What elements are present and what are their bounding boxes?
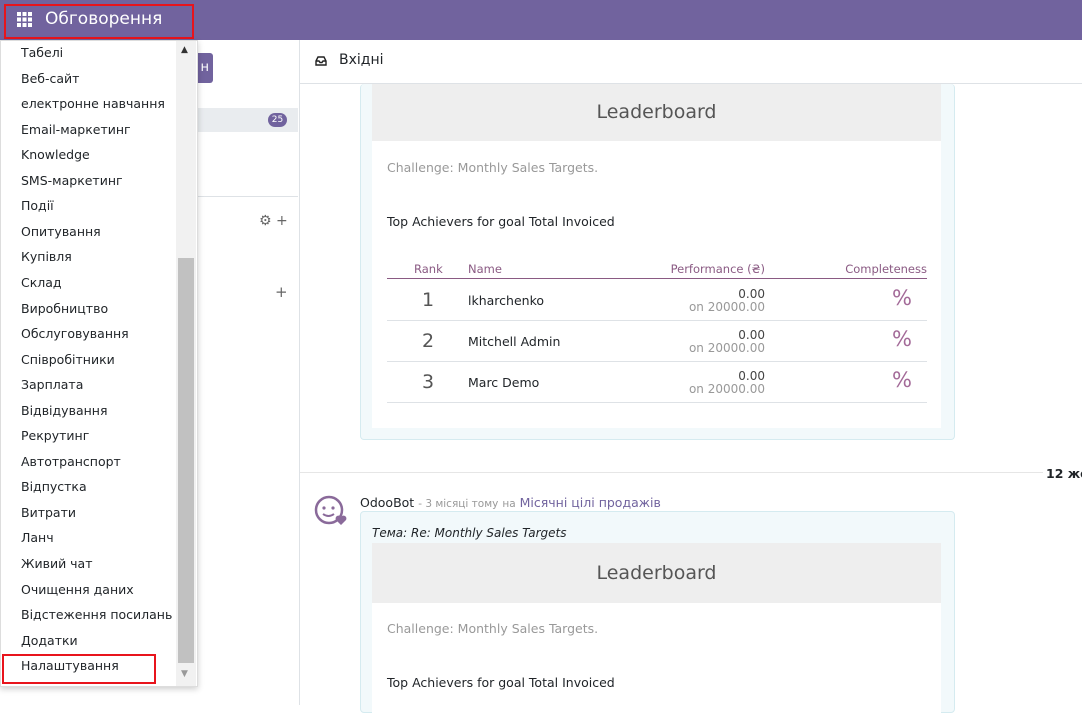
rank: 2 — [422, 330, 435, 352]
challenge: Challenge: Monthly Sales Targets. — [387, 621, 599, 636]
menu-item[interactable]: Відпустка — [21, 479, 87, 495]
menu-item[interactable]: Відстеження посилань — [21, 607, 173, 623]
goal: Top Achievers for goal Total Invoiced — [387, 675, 615, 690]
menu-item[interactable]: Витрати — [21, 504, 76, 520]
counter-badge: 25 — [268, 113, 287, 127]
menu-item[interactable]: Співробітники — [21, 351, 115, 367]
menu-item[interactable]: SMS-маркетинг — [21, 172, 123, 188]
menu-item[interactable]: Опитування — [21, 223, 101, 239]
leaderboard-title: Leaderboard — [372, 543, 941, 603]
menu-item[interactable]: Knowledge — [21, 147, 90, 163]
rank: 1 — [422, 289, 435, 311]
highlight-box — [4, 4, 194, 39]
menu-item[interactable]: електронне навчання — [21, 96, 165, 112]
completeness: % — [892, 286, 912, 310]
column-header: Rank — [414, 262, 443, 276]
date-divider — [300, 472, 1082, 473]
app-menu: ▲ ▼ Табелі Веб-сайт електронне навчання Ema… — [0, 40, 198, 687]
message-meta: OdooBot - 3 місяці тому на Місячні цілі … — [360, 495, 661, 510]
scrollbar-thumb[interactable] — [178, 258, 194, 663]
menu-item[interactable]: Табелі — [21, 45, 64, 60]
menu-item[interactable]: Склад — [21, 274, 62, 290]
menu-item[interactable]: Рекрутинг — [21, 428, 90, 444]
subject: Тема: Re: Monthly Sales Targets — [372, 526, 567, 540]
menu-item[interactable]: Виробництво — [21, 300, 109, 316]
leaderboard-table: Rank Name Performance (₴) Completeness 1 lkha… — [387, 262, 927, 407]
menu-item[interactable]: Email-маркетинг — [21, 121, 131, 137]
inbox-title: Вхідні — [339, 52, 384, 68]
leaderboard: Leaderboard Challenge: Monthly Sales Tar… — [372, 543, 941, 713]
user-name: lkharchenko — [468, 293, 545, 308]
row-line — [387, 361, 927, 362]
menu-item[interactable]: Події — [21, 198, 54, 214]
timestamp: - 3 місяці тому — [418, 498, 499, 510]
performance: 0.00 — [738, 287, 765, 301]
user-name: Mitchell Admin — [468, 334, 561, 349]
menu-item[interactable]: Автотранспорт — [21, 453, 121, 469]
scroll-up[interactable]: ▲ — [181, 45, 188, 55]
record-link[interactable]: Місячні цілі продажів — [519, 495, 661, 510]
completeness: % — [892, 368, 912, 392]
apps-icon[interactable] — [17, 12, 32, 27]
channel-actions[interactable]: ⚙ + — [259, 213, 288, 229]
menu-item[interactable]: Купівля — [21, 249, 72, 265]
inbox-icon — [315, 56, 327, 66]
rank: 3 — [422, 371, 435, 393]
menu-item[interactable]: Очищення даних — [21, 581, 134, 597]
column-header: Performance (₴) — [670, 262, 765, 276]
leaderboard-title: Leaderboard — [372, 84, 941, 141]
highlight-box — [2, 654, 156, 684]
column-header: Completeness — [845, 262, 927, 276]
date-separator: 12 жовтня — [1043, 466, 1082, 481]
row-line — [387, 320, 927, 321]
user-name: Marc Demo — [468, 375, 540, 390]
menu-item[interactable]: Зарплата — [21, 377, 84, 393]
goal: Top Achievers for goal Total Invoiced — [387, 214, 615, 229]
target: on 20000.00 — [688, 300, 765, 314]
menu-item[interactable]: Додатки — [21, 632, 78, 648]
menu-item[interactable]: Відвідування — [21, 402, 108, 418]
challenge: Challenge: Monthly Sales Targets. — [387, 160, 599, 175]
main-header: Вхідні — [300, 40, 1082, 84]
author[interactable]: OdooBot — [360, 495, 415, 510]
performance: 0.00 — [738, 328, 765, 342]
leaderboard: Leaderboard Challenge: Monthly Sales Tar… — [372, 84, 941, 428]
column-header: Name — [468, 262, 502, 276]
menu-item[interactable]: Обслуговування — [21, 326, 129, 342]
scroll-down[interactable]: ▼ — [181, 669, 188, 679]
completeness: % — [892, 327, 912, 351]
add-chat[interactable]: + — [275, 283, 288, 301]
row-line — [387, 402, 927, 403]
menu-item[interactable]: Веб-сайт — [21, 70, 80, 86]
app-title[interactable]: Обговорення — [45, 9, 163, 29]
target: on 20000.00 — [688, 341, 765, 355]
target: on 20000.00 — [688, 382, 765, 396]
menu-item[interactable]: Живий чат — [21, 556, 93, 571]
top-bar — [0, 0, 1082, 40]
menu-item[interactable]: Ланч — [21, 530, 54, 546]
performance: 0.00 — [738, 369, 765, 383]
avatar — [314, 495, 347, 525]
header-line — [387, 278, 927, 279]
menu-item[interactable]: Налаштування — [21, 658, 119, 674]
on-label: на — [502, 498, 516, 510]
